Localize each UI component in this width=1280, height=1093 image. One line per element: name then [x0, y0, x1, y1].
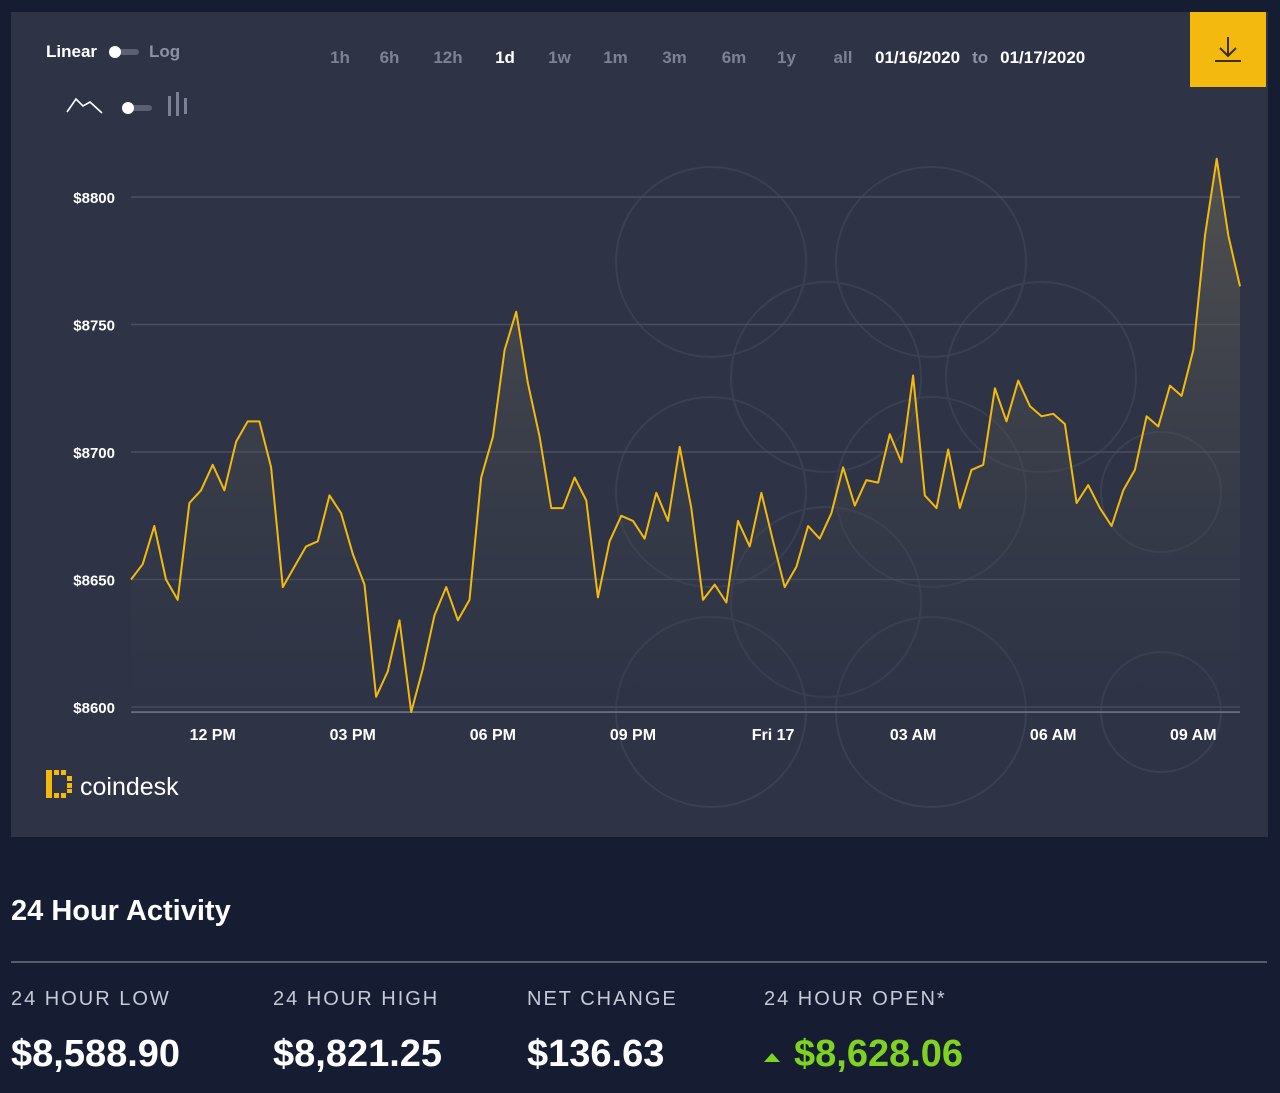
time-range-bar: 1h 6h 12h 1d 1w 1m 3m 6m 1y all 01/16/2020 to 01/17/… [329, 48, 1085, 68]
range-1w[interactable]: 1w [548, 48, 571, 67]
up-arrow-icon [764, 1053, 780, 1062]
range-1m[interactable]: 1m [603, 48, 628, 67]
activity-title: 24 Hour Activity [11, 895, 231, 927]
stat-24h-low: 24 HOUR LOW $8,588.90 [11, 988, 180, 1076]
chart-type-toggle[interactable] [122, 101, 152, 114]
price-line[interactable] [130, 157, 1241, 714]
stat-net-change: NET CHANGE $136.63 [527, 988, 678, 1076]
scale-linear-label[interactable]: Linear [46, 42, 98, 61]
download-icon [1215, 36, 1241, 62]
line-chart-icon[interactable] [66, 93, 104, 122]
range-6m[interactable]: 6m [721, 48, 747, 67]
chart-type-toggle-knob [122, 101, 134, 114]
scale-toggle-track [113, 49, 140, 55]
stat-label: 24 HOUR LOW [11, 988, 171, 1010]
y-tick-label: $8700 [73, 445, 115, 462]
stat-value: $8,821.25 [273, 1033, 443, 1075]
stat-24h-high: 24 HOUR HIGH $8,821.25 [273, 988, 442, 1076]
x-tick-label: 06 AM [1030, 727, 1077, 744]
x-tick-label: 06 PM [470, 727, 516, 744]
candlestick-icon[interactable] [166, 92, 190, 123]
x-tick-label: 09 PM [610, 727, 656, 744]
range-1d[interactable]: 1d [495, 48, 515, 67]
stat-value-row: $8,628.06 [764, 1033, 963, 1076]
x-tick-label: Fri 17 [752, 727, 795, 744]
range-all[interactable]: all [833, 48, 853, 67]
y-tick-label: $8650 [73, 573, 115, 590]
scale-log-label[interactable]: Log [149, 42, 181, 61]
stat-24h-open: 24 HOUR OPEN* $8,628.06 [764, 988, 963, 1076]
range-1y[interactable]: 1y [777, 48, 796, 67]
scale-toggle-row: Linear Log [46, 42, 180, 62]
chart-type-row [66, 92, 190, 123]
price-chart: $8600 $8650 $8700 $8750 $8800 12 PM 03 PM 06 P… [73, 157, 1241, 808]
stat-label: NET CHANGE [527, 988, 678, 1010]
price-chart-panel: $8600 $8650 $8700 $8750 $8800 12 PM 03 PM 06 P… [11, 12, 1268, 837]
price-area-fill [131, 158, 1240, 713]
date-to-label: to [972, 48, 989, 67]
stat-label: 24 HOUR HIGH [273, 988, 440, 1010]
y-tick-label: $8800 [73, 190, 115, 207]
activity-divider [11, 961, 1267, 963]
date-to-input[interactable]: 01/17/2020 [1000, 48, 1086, 67]
x-tick-label: 03 AM [890, 727, 937, 744]
range-1h[interactable]: 1h [330, 48, 350, 67]
range-3m[interactable]: 3m [662, 48, 687, 67]
range-6h[interactable]: 6h [379, 48, 400, 67]
stat-value: $136.63 [527, 1033, 665, 1075]
y-tick-label: $8750 [73, 318, 115, 335]
download-button[interactable] [1190, 12, 1266, 87]
stat-value: $8,588.90 [11, 1033, 181, 1075]
x-tick-label: 12 PM [190, 727, 236, 744]
x-tick-label: 09 AM [1170, 727, 1217, 744]
date-from-input[interactable]: 01/16/2020 [875, 48, 961, 67]
x-tick-label: 03 PM [330, 727, 376, 744]
scale-toggle-knob [109, 46, 122, 58]
y-tick-label: $8600 [73, 700, 115, 717]
range-12h[interactable]: 12h [433, 48, 463, 67]
chart-type-toggle-track [126, 104, 152, 111]
stat-value: $8,628.06 [794, 1033, 964, 1075]
coindesk-logo-icon [46, 770, 72, 805]
scale-toggle[interactable] [109, 46, 140, 58]
brand-name: coindesk [80, 773, 179, 801]
stat-label: 24 HOUR OPEN* [764, 988, 947, 1010]
coindesk-brand: coindesk [46, 770, 179, 805]
